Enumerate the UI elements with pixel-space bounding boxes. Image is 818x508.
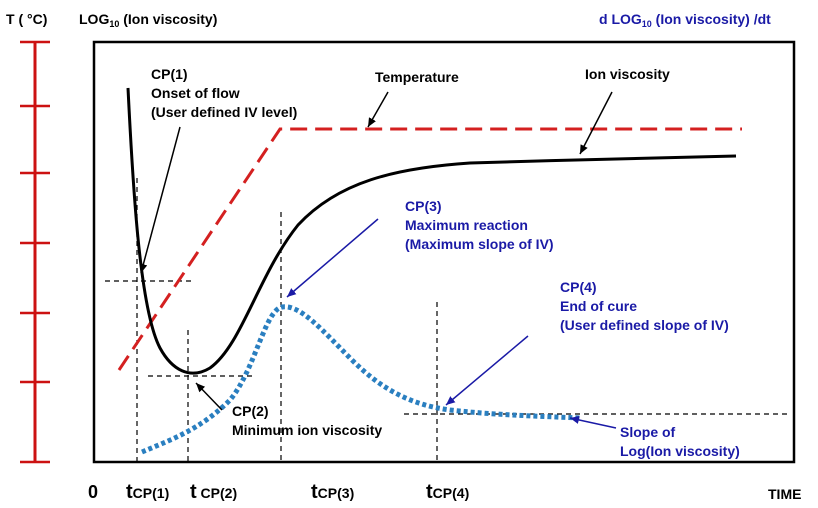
svg-text:(User defined IV level): (User defined IV level) — [151, 104, 297, 120]
origin-label: 0 — [88, 482, 98, 502]
svg-text:(Maximum slope of IV): (Maximum slope of IV) — [405, 236, 554, 252]
cp1-arrow — [139, 126, 181, 274]
svg-text:CP(3): CP(3) — [405, 198, 442, 214]
svg-text:Onset of flow: Onset of flow — [151, 85, 240, 101]
cp3-arrow — [286, 218, 379, 298]
log-axis-label: LOG10 (Ion viscosity) — [79, 11, 217, 29]
ion-viscosity-arrow — [579, 91, 613, 155]
time-axis-label: TIME — [768, 486, 801, 502]
svg-text:Slope of: Slope of — [620, 424, 676, 440]
svg-text:Log(Ion viscosity): Log(Ion viscosity) — [620, 443, 740, 459]
temp-axis-label: T ( °C) — [6, 11, 47, 27]
tick-tcp2: t CP(2) — [190, 481, 237, 503]
ion-viscosity-label: Ion viscosity — [585, 66, 670, 82]
cp1-annotation: CP(1) Onset of flow (User defined IV lev… — [151, 66, 297, 120]
derivative-curve — [141, 304, 581, 455]
tick-tcp4: tCP(4) — [426, 481, 469, 503]
temperature-curve — [117, 127, 742, 371]
svg-text:(User defined slope of IV): (User defined slope of IV) — [560, 317, 729, 333]
tick-tcp1: tCP(1) — [126, 481, 169, 503]
temperature-label: Temperature — [375, 69, 459, 85]
ion-viscosity-curve — [126, 87, 737, 375]
temperature-arrow — [367, 91, 389, 128]
svg-text:Minimum ion viscosity: Minimum ion viscosity — [232, 422, 382, 438]
derivative-axis-label: d LOG10 (Ion viscosity) /dt — [599, 11, 771, 29]
temperature-axis — [20, 40, 50, 464]
cp2-arrow — [195, 382, 223, 411]
cp4-arrow — [445, 335, 529, 406]
tick-tcp3: tCP(3) — [311, 481, 354, 503]
svg-text:CP(2): CP(2) — [232, 403, 269, 419]
cp4-annotation: CP(4) End of cure (User defined slope of… — [560, 279, 729, 333]
slope-arrow — [569, 416, 617, 429]
svg-text:Maximum reaction: Maximum reaction — [405, 217, 528, 233]
svg-text:CP(4): CP(4) — [560, 279, 597, 295]
plot-frame — [92, 40, 796, 464]
svg-text:End of cure: End of cure — [560, 298, 637, 314]
slope-annotation: Slope of Log(Ion viscosity) — [620, 424, 740, 459]
cp2-annotation: CP(2) Minimum ion viscosity — [232, 403, 382, 438]
svg-text:CP(1): CP(1) — [151, 66, 188, 82]
cp3-annotation: CP(3) Maximum reaction (Maximum slope of… — [405, 198, 554, 252]
